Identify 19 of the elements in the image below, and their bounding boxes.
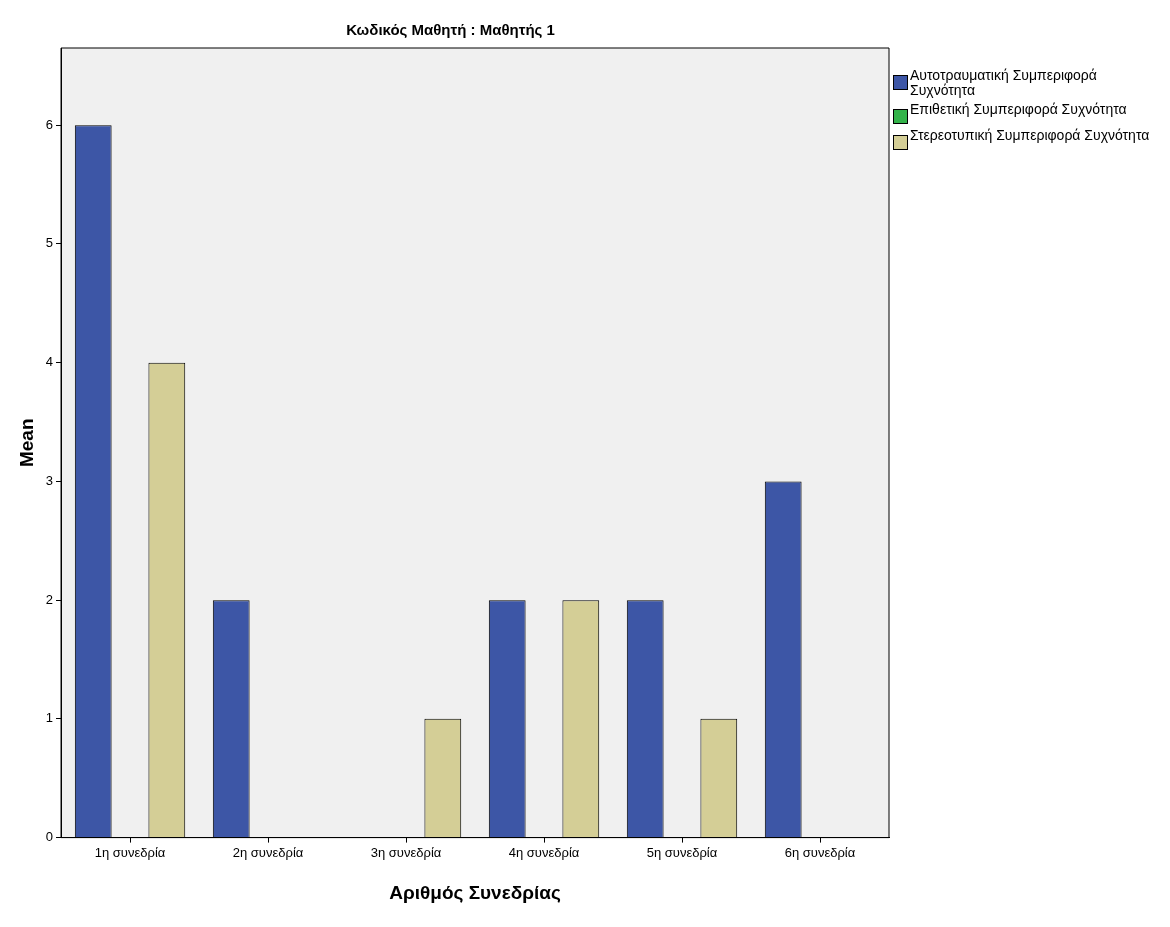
x-tick-label: 3η συνεδρία [370, 844, 442, 860]
y-tick-label: 0 [45, 829, 54, 845]
y-tick-label: 4 [45, 354, 54, 370]
y-tick-label: 3 [45, 472, 54, 488]
x-tick-label: 4η συνεδρία [508, 844, 580, 860]
chart-title: Κωδικός Μαθητή : Μαθητής 1 [346, 21, 555, 39]
x-tick-label: 2η συνεδρία [232, 844, 304, 860]
x-axis-title: Αριθμός Συνεδρίας [389, 881, 561, 903]
y-tick-label: 5 [45, 235, 54, 251]
y-tick-label: 2 [45, 591, 54, 607]
x-tick-label: 6η συνεδρία [784, 844, 856, 860]
legend-label: Αυτοτραυματική Συμπεριφορά Συχνότητα [910, 67, 1098, 98]
legend-label: Στερεοτυπική Συμπεριφορά Συχνότητα [910, 127, 1150, 143]
y-axis-title: Mean [15, 418, 37, 468]
y-tick-label: 6 [45, 116, 54, 132]
x-tick-label: 5η συνεδρία [646, 844, 718, 860]
x-tick-label: 1η συνεδρία [94, 844, 166, 860]
legend-label: Επιθετική Συμπεριφορά Συχνότητα [910, 101, 1127, 117]
y-tick-label: 1 [45, 710, 54, 726]
